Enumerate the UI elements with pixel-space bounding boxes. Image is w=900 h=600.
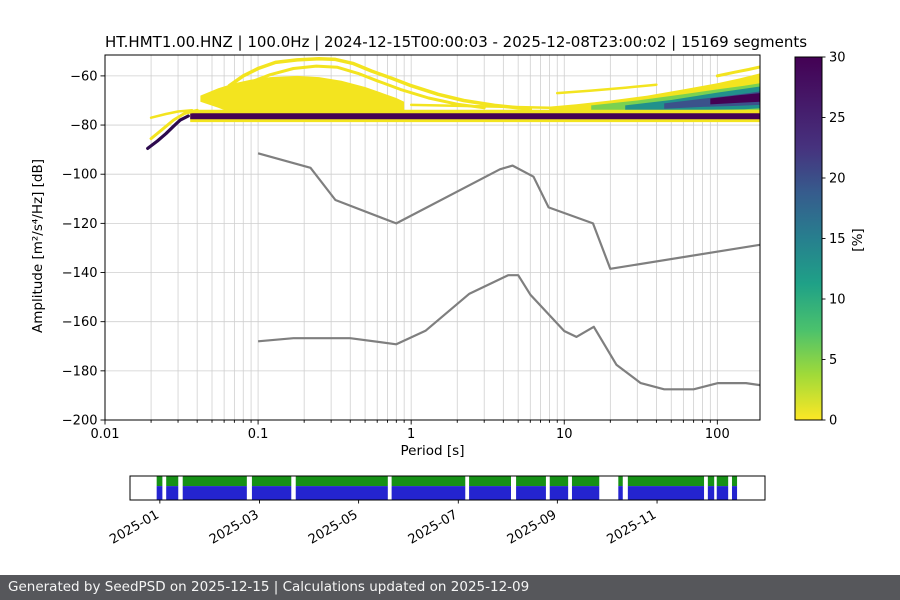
svg-text:15: 15	[829, 232, 846, 247]
timeline-frame	[129, 475, 766, 501]
svg-text:20: 20	[829, 172, 846, 187]
noise-model-lines	[257, 152, 760, 391]
coverage-segment-green	[549, 476, 569, 487]
coverage-segment-blue	[391, 486, 466, 500]
svg-text:0.1: 0.1	[248, 427, 269, 442]
coverage-segment-green	[571, 476, 600, 487]
svg-text:−80: −80	[70, 119, 97, 134]
x-axis-label: Period [s]	[400, 443, 465, 459]
low-noise-model-line	[258, 274, 760, 391]
plot-frame	[104, 54, 761, 421]
footer-status-bar: Generated by SeedPSD on 2025-12-15 | Cal…	[0, 575, 900, 600]
coverage-segment-green	[166, 476, 179, 487]
coverage-segment-blue	[156, 486, 163, 500]
svg-text:10: 10	[829, 293, 846, 308]
coverage-segment-blue	[516, 486, 546, 500]
ppsd-chart: 0.01 0.1 1 10 100−60−80−100−120−140−160−180−…	[62, 51, 846, 548]
y-axis-label: Amplitude [m²/s⁴/Hz] [dB]	[30, 159, 46, 334]
colorbar-gradient	[795, 57, 822, 420]
svg-text:10: 10	[556, 427, 573, 442]
wedge-dark	[710, 93, 760, 105]
timeline-date-label: 2025-07	[406, 507, 461, 547]
svg-text:−60: −60	[70, 69, 97, 84]
wedge-top-streak	[555, 83, 658, 95]
coverage-segment-blue	[627, 486, 705, 500]
svg-text:−180: −180	[62, 364, 98, 379]
axis-ticks	[100, 75, 718, 425]
top-right-streak	[715, 65, 760, 78]
timeline-date-label: 2025-11	[605, 507, 660, 547]
svg-text:−120: −120	[62, 217, 98, 232]
svg-text:−160: −160	[62, 315, 98, 330]
left-speckle	[149, 109, 194, 119]
svg-text:−100: −100	[62, 168, 98, 183]
mode-band	[190, 113, 760, 120]
svg-text:25: 25	[829, 111, 846, 126]
left-tail-yellow	[149, 108, 199, 141]
timeline-date-label: 2025-01	[107, 507, 162, 547]
envelope-outer	[227, 56, 533, 111]
coverage-segment-green	[716, 476, 729, 487]
coverage-segment-green	[295, 476, 388, 487]
coverage-segment-blue	[295, 486, 388, 500]
coverage-segment-blue	[707, 486, 715, 500]
coverage-segment-green	[251, 476, 292, 487]
coverage-segment-green	[618, 476, 623, 487]
timeline-date-label: 2025-09	[505, 507, 560, 547]
timeline-date-label: 2025-05	[306, 507, 361, 547]
colorbar: 0 5 10 15 20 25 30	[794, 51, 846, 429]
colorbar-axis-label: [%]	[850, 228, 866, 252]
svg-text:30: 30	[829, 51, 846, 66]
coverage-segment-green	[182, 476, 247, 487]
timeline-date-label: 2025-03	[207, 507, 262, 547]
high-noise-model-line	[257, 152, 760, 270]
svg-text:5: 5	[829, 353, 837, 368]
coverage-segment-green	[469, 476, 511, 487]
coverage-segment-blue	[716, 486, 729, 500]
svg-text:1: 1	[407, 427, 415, 442]
coverage-segment-blue	[731, 486, 738, 500]
coverage-segment-blue	[182, 486, 247, 500]
coverage-segment-green	[707, 476, 715, 487]
svg-text:0.01: 0.01	[91, 427, 120, 442]
wedge-teal	[625, 86, 760, 113]
coverage-segment-blue	[571, 486, 600, 500]
mid-streak	[409, 103, 588, 110]
coverage-segment-green	[516, 476, 546, 487]
left-tail-dark	[146, 114, 190, 150]
envelope-inner	[232, 64, 486, 110]
coverage-segment-blue	[166, 486, 179, 500]
cloud-blob	[200, 75, 405, 121]
coverage-segment-blue	[549, 486, 569, 500]
svg-text:100: 100	[705, 427, 730, 442]
coverage-segment-green	[627, 476, 705, 487]
coverage-segment-blue	[251, 486, 292, 500]
svg-text:−200: −200	[62, 414, 98, 429]
ppsd-histogram	[146, 56, 760, 150]
svg-text:0: 0	[829, 414, 837, 429]
svg-text:−140: −140	[62, 266, 98, 281]
coverage-segment-green	[731, 476, 738, 487]
coverage-segment-green	[391, 476, 466, 487]
axis-tick-labels: 0.01 0.1 1 10 100 −60 −80 −100 −120 −140 −160 −180 −…	[62, 69, 730, 442]
coverage-segment-blue	[618, 486, 623, 500]
coverage-segment-green	[156, 476, 163, 487]
coverage-segment-blue	[469, 486, 511, 500]
plot-title: HT.HMT1.00.HNZ | 100.0Hz | 2024-12-15T00…	[105, 33, 808, 51]
coverage-timeline: 2025-01 2025-03 2025-05 2025-07 2025-09 2025-…	[107, 475, 766, 548]
